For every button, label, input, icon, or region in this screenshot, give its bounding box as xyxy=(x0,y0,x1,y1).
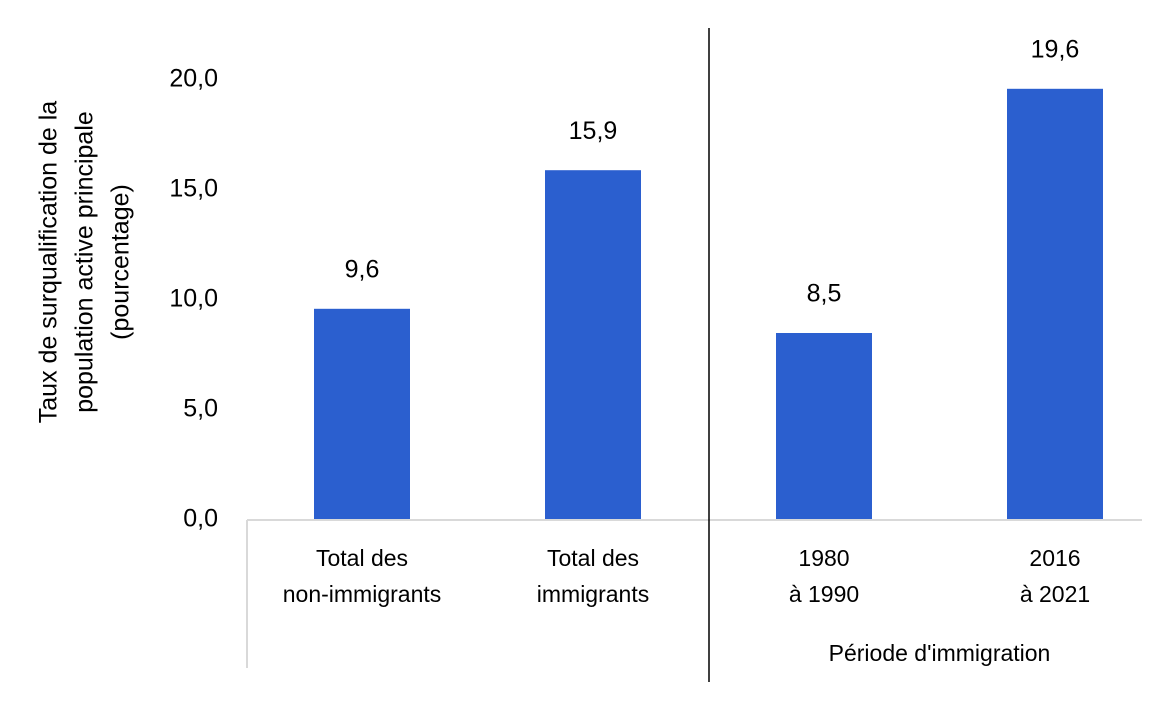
category-label-line: à 1990 xyxy=(789,581,859,607)
bars xyxy=(314,88,1103,521)
y-axis-title-line: Taux de surqualification de la xyxy=(35,101,63,424)
y-tick-label: 15,0 xyxy=(169,175,218,203)
bar xyxy=(545,170,641,520)
data-label: 8,5 xyxy=(807,280,842,308)
bar xyxy=(1007,88,1103,521)
data-label: 9,6 xyxy=(345,255,380,283)
data-label: 15,9 xyxy=(569,117,618,145)
axes xyxy=(246,28,1142,682)
y-tick-label: 10,0 xyxy=(169,285,218,313)
y-tick-label: 0,0 xyxy=(183,505,218,533)
group-label-text: Période d'immigration xyxy=(829,640,1051,666)
data-labels: 9,6 15,9 8,5 19,6 xyxy=(345,35,1080,307)
group-label: Période d'immigration xyxy=(829,640,1051,666)
y-tick-label: 5,0 xyxy=(183,395,218,423)
bar xyxy=(314,308,410,520)
data-label: 19,6 xyxy=(1031,35,1080,63)
y-tick-label: 20,0 xyxy=(169,65,218,93)
category-label-line: à 2021 xyxy=(1020,581,1090,607)
y-axis-title-line: population active principale xyxy=(71,111,99,413)
category-label-line: Total des xyxy=(547,545,639,571)
y-axis-title-line: (pourcentage) xyxy=(107,184,135,340)
bar xyxy=(776,333,872,520)
y-axis-title: Taux de surqualification de la population… xyxy=(35,101,135,424)
category-label-line: immigrants xyxy=(537,581,649,607)
y-axis-tick-labels: 0,0 5,0 10,0 15,0 20,0 xyxy=(169,65,218,533)
category-label-line: 2016 xyxy=(1029,545,1080,571)
category-label-line: 1980 xyxy=(798,545,849,571)
category-labels: Total des non-immigrants Total des immigran… xyxy=(283,545,1090,607)
category-label-line: Total des xyxy=(316,545,408,571)
category-label-line: non-immigrants xyxy=(283,581,442,607)
